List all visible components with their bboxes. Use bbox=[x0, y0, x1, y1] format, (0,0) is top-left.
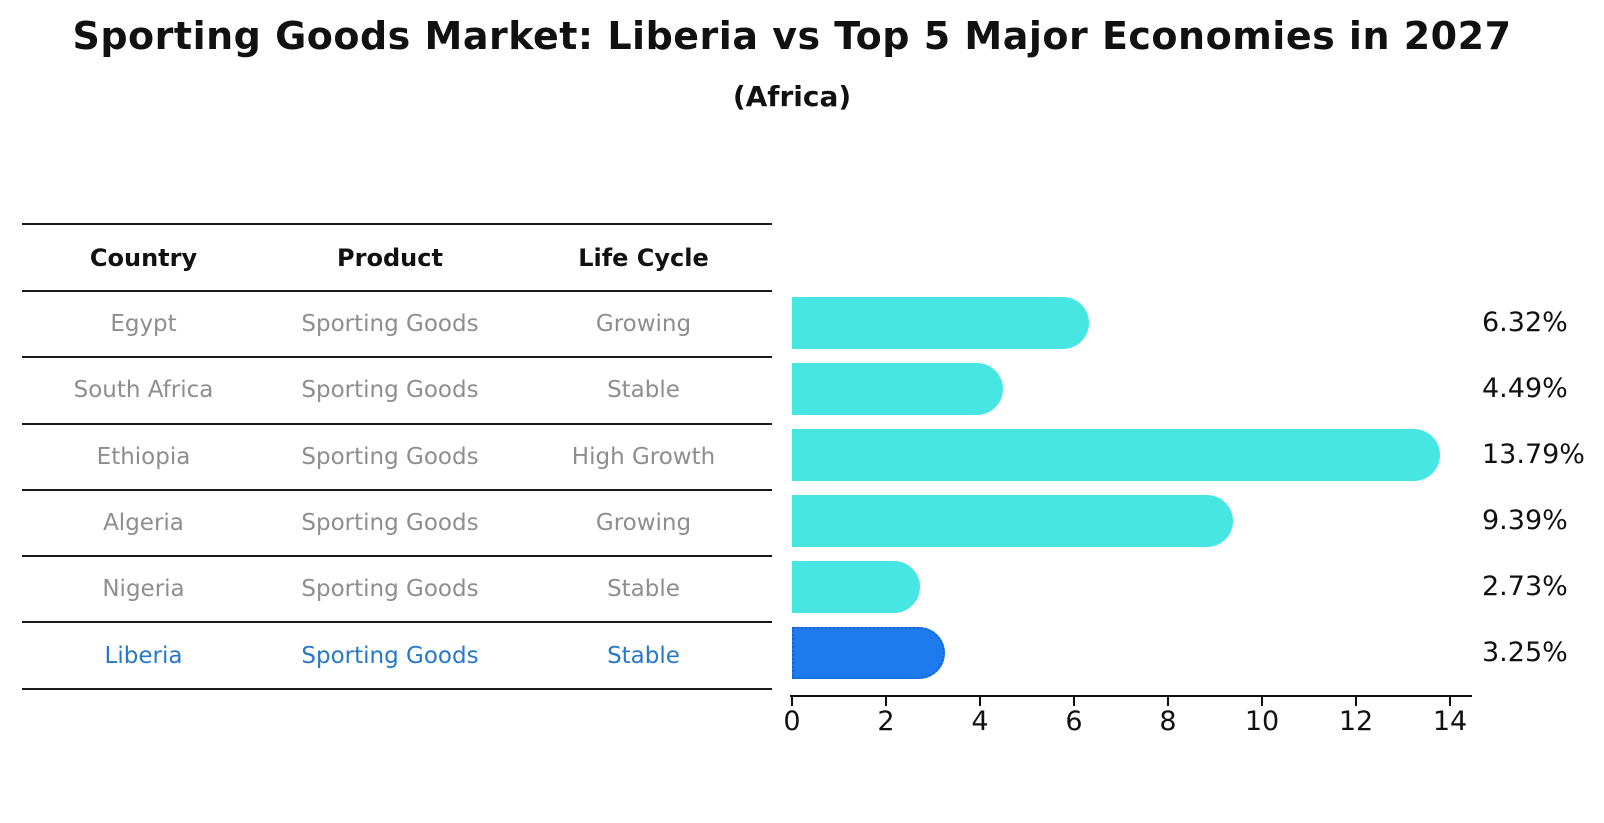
table-row: South Africa Sporting Goods Stable bbox=[22, 358, 772, 425]
x-tick-label: 6 bbox=[1065, 706, 1083, 737]
column-header-life-cycle: Life Cycle bbox=[578, 243, 709, 272]
cell-country: Algeria bbox=[103, 510, 184, 537]
value-label: 6.32% bbox=[1482, 307, 1568, 338]
bar-south-africa bbox=[792, 363, 1003, 415]
table-row: Egypt Sporting Goods Growing bbox=[22, 292, 772, 359]
bar-egypt bbox=[792, 297, 1089, 349]
cell-product: Sporting Goods bbox=[301, 510, 479, 537]
x-tick-label: 0 bbox=[783, 706, 801, 737]
cell-life-cycle: High Growth bbox=[571, 443, 716, 470]
column-header-product: Product bbox=[337, 243, 443, 272]
cell-product: Sporting Goods bbox=[301, 377, 479, 404]
cell-product: Sporting Goods bbox=[301, 311, 479, 338]
page-subtitle: (Africa) bbox=[732, 80, 852, 113]
x-tick-label: 4 bbox=[971, 706, 989, 737]
x-tick bbox=[979, 697, 981, 706]
x-tick-label: 8 bbox=[1159, 706, 1177, 737]
x-tick-label: 2 bbox=[877, 706, 895, 737]
cell-life-cycle: Stable bbox=[607, 377, 680, 404]
bar-chart: 6.32% 4.49% 13.79% 9.39% 2.73% 3.25% 0 2… bbox=[783, 0, 1604, 823]
x-tick bbox=[885, 697, 887, 706]
x-tick bbox=[791, 697, 793, 706]
value-label: 2.73% bbox=[1482, 571, 1568, 602]
cell-life-cycle: Growing bbox=[595, 311, 692, 338]
cell-life-cycle: Stable bbox=[607, 642, 680, 669]
value-label: 13.79% bbox=[1482, 439, 1585, 470]
cell-country: Liberia bbox=[104, 642, 183, 669]
table-row: Ethiopia Sporting Goods High Growth bbox=[22, 425, 772, 491]
bar-algeria bbox=[792, 495, 1233, 547]
cell-life-cycle: Stable bbox=[607, 576, 680, 603]
table-row: Nigeria Sporting Goods Stable bbox=[22, 557, 772, 624]
x-tick bbox=[1261, 697, 1263, 706]
cell-product: Sporting Goods bbox=[301, 443, 479, 470]
x-tick-label: 14 bbox=[1432, 706, 1468, 737]
cell-life-cycle: Growing bbox=[595, 510, 692, 537]
x-axis-line bbox=[790, 695, 1472, 697]
table-header-row: Country Product Life Cycle bbox=[22, 225, 772, 292]
page-title: Sporting Goods Market: Liberia vs Top 5 … bbox=[72, 14, 1512, 58]
x-tick bbox=[1449, 697, 1451, 706]
x-tick-label: 12 bbox=[1338, 706, 1374, 737]
x-tick bbox=[1073, 697, 1075, 706]
country-table: Country Product Life Cycle Egypt Sportin… bbox=[22, 223, 772, 690]
cell-country: Egypt bbox=[110, 311, 177, 338]
x-tick-label: 10 bbox=[1244, 706, 1280, 737]
cell-product: Sporting Goods bbox=[301, 642, 479, 669]
bar-liberia bbox=[792, 627, 945, 679]
cell-country: Nigeria bbox=[102, 576, 185, 603]
x-tick bbox=[1355, 697, 1357, 706]
cell-country: South Africa bbox=[73, 377, 214, 404]
value-label: 3.25% bbox=[1482, 637, 1568, 668]
table-row: Algeria Sporting Goods Growing bbox=[22, 491, 772, 558]
x-tick bbox=[1167, 697, 1169, 706]
value-label: 4.49% bbox=[1482, 373, 1568, 404]
cell-product: Sporting Goods bbox=[301, 576, 479, 603]
cell-country: Ethiopia bbox=[96, 443, 191, 470]
value-label: 9.39% bbox=[1482, 505, 1568, 536]
bar-nigeria bbox=[792, 561, 920, 613]
bar-ethiopia bbox=[792, 429, 1440, 481]
column-header-country: Country bbox=[89, 243, 198, 272]
table-row-liberia: Liberia Sporting Goods Stable bbox=[22, 623, 772, 690]
